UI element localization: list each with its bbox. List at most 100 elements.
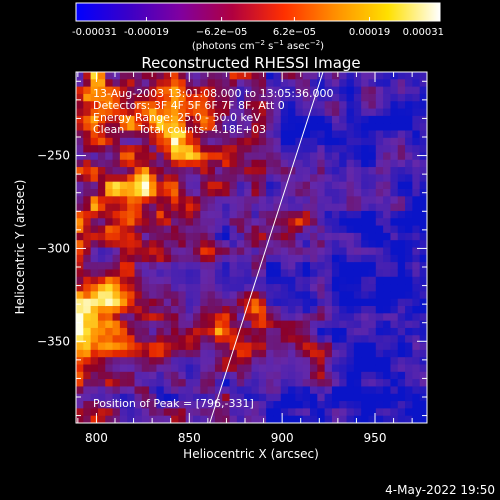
heatmap-cell	[149, 93, 158, 102]
heatmap-cell	[229, 371, 238, 380]
heatmap-cell	[390, 210, 399, 219]
heatmap-cell	[273, 306, 282, 314]
heatmap-cell	[200, 240, 209, 249]
heatmap-cell	[200, 225, 209, 234]
heatmap-cell	[390, 262, 399, 271]
heatmap-cell	[214, 408, 223, 417]
heatmap-cell	[375, 210, 384, 219]
solar-limb-line	[209, 72, 324, 423]
heatmap-cell	[83, 203, 92, 212]
heatmap-cell	[331, 291, 340, 300]
heatmap-cell	[229, 393, 238, 402]
heatmap-cell	[90, 379, 99, 388]
heatmap-cell	[127, 174, 136, 183]
heatmap-cell	[310, 247, 318, 256]
heatmap-cell	[134, 196, 143, 205]
heatmap-cell	[207, 181, 216, 190]
heatmap-cell	[156, 291, 165, 300]
heatmap-cell	[258, 401, 267, 409]
heatmap-cell	[229, 145, 238, 154]
heatmap-cell	[324, 269, 333, 278]
heatmap-cell	[397, 181, 406, 190]
heatmap-cell	[244, 137, 253, 146]
heatmap-cell	[222, 320, 231, 329]
heatmap-cell	[317, 284, 326, 292]
heatmap-cell	[405, 101, 413, 110]
heatmap-cell	[200, 313, 209, 322]
heatmap-cell	[90, 167, 99, 175]
heatmap-cell	[310, 284, 318, 292]
heatmap-cell	[280, 79, 289, 88]
heatmap-cell	[141, 181, 150, 190]
heatmap-cell	[288, 306, 296, 314]
heatmap-cell	[163, 364, 172, 373]
heatmap-cell	[185, 371, 194, 380]
y-tick-label: −350	[37, 334, 70, 348]
heatmap-cell	[375, 393, 384, 402]
heatmap-cell	[273, 371, 282, 380]
heatmap-cell	[405, 210, 413, 219]
heatmap-cell	[112, 386, 121, 395]
heatmap-cell	[236, 371, 245, 380]
heatmap-cell	[229, 203, 238, 212]
heatmap-cell	[200, 123, 209, 132]
heatmap-cell	[331, 306, 340, 314]
heatmap-cell	[302, 196, 311, 205]
heatmap-cell	[324, 137, 333, 146]
heatmap-cell	[295, 115, 304, 124]
heatmap-cell	[105, 79, 114, 88]
heatmap-cell	[339, 342, 348, 351]
heatmap-cell	[134, 152, 143, 161]
heatmap-cell	[302, 306, 311, 314]
heatmap-cell	[105, 115, 114, 124]
heatmap-cell	[127, 335, 136, 344]
heatmap-cell	[251, 371, 260, 380]
heatmap-cell	[339, 254, 348, 263]
heatmap-cell	[368, 240, 377, 249]
heatmap-cell	[346, 108, 355, 117]
heatmap-cell	[134, 401, 143, 409]
heatmap-cell	[317, 210, 326, 219]
heatmap-cell	[236, 276, 245, 285]
heatmap-cell	[258, 196, 267, 205]
heatmap-cell	[90, 189, 99, 197]
heatmap-cell	[339, 327, 348, 336]
heatmap-cell	[97, 72, 106, 80]
heatmap-cell	[273, 254, 282, 263]
heatmap-cell	[317, 167, 326, 175]
heatmap-cell	[390, 291, 399, 300]
heatmap-cell	[200, 247, 209, 256]
heatmap-cell	[185, 364, 194, 373]
heatmap-cell	[302, 291, 311, 300]
heatmap-cell	[339, 108, 348, 117]
heatmap-cell	[361, 93, 370, 102]
heatmap-cell	[112, 174, 121, 183]
heatmap-cell	[288, 408, 296, 417]
heatmap-cell	[149, 401, 158, 409]
heatmap-cell	[251, 247, 260, 256]
heatmap-cell	[185, 145, 194, 154]
heatmap-cell	[149, 196, 158, 205]
heatmap-cell	[353, 101, 362, 110]
heatmap-cell	[251, 408, 260, 417]
heatmap-cell	[112, 79, 121, 88]
heatmap-cell	[390, 364, 399, 373]
heatmap-cell	[317, 232, 326, 241]
heatmap-cell	[353, 225, 362, 234]
heatmap-cell	[339, 225, 348, 234]
heatmap-cell	[76, 357, 84, 366]
heatmap-cell	[83, 225, 92, 234]
heatmap-cell	[229, 189, 238, 197]
heatmap-cell	[280, 269, 289, 278]
heatmap-cell	[200, 137, 209, 146]
heatmap-cell	[90, 269, 99, 278]
heatmap-cell	[105, 101, 114, 110]
heatmap-cell	[112, 335, 121, 344]
heatmap-cell	[361, 415, 370, 423]
heatmap-cell	[295, 130, 304, 139]
heatmap-cell	[244, 291, 253, 300]
heatmap-cell	[119, 240, 128, 249]
heatmap-cell	[288, 152, 296, 161]
heatmap-cell	[163, 284, 172, 292]
